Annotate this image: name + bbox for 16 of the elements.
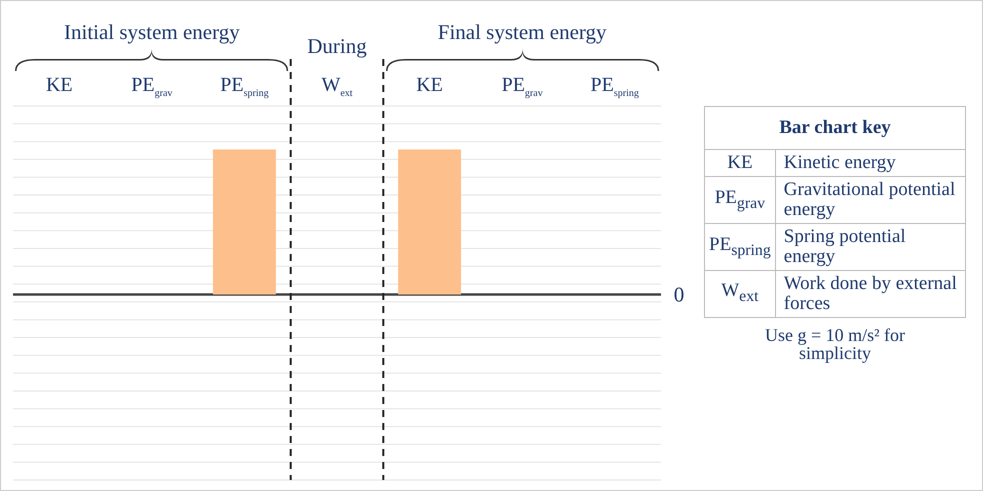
text: Work done by external forces <box>775 270 966 318</box>
x-tick-label: KE <box>416 74 443 96</box>
text: 0 <box>674 282 684 306</box>
text: PE$_{spring}$ <box>704 223 776 270</box>
text: Kinetic energy <box>775 150 966 176</box>
x-tick-label: KE <box>46 74 73 96</box>
text: Use g = 10 m/s² for simplicity <box>764 324 906 364</box>
text: PE$_{grav}$ <box>704 176 776 224</box>
text: Final system energy <box>438 20 608 44</box>
text: Bar chart key <box>704 106 966 150</box>
text: KE <box>704 150 776 176</box>
text: Gravitational potential energy <box>775 176 966 224</box>
text: During <box>307 34 368 58</box>
text: Initial system energy <box>64 20 240 44</box>
text: W$_{ext}$ <box>704 270 776 318</box>
text: Spring potential energy <box>775 223 966 270</box>
